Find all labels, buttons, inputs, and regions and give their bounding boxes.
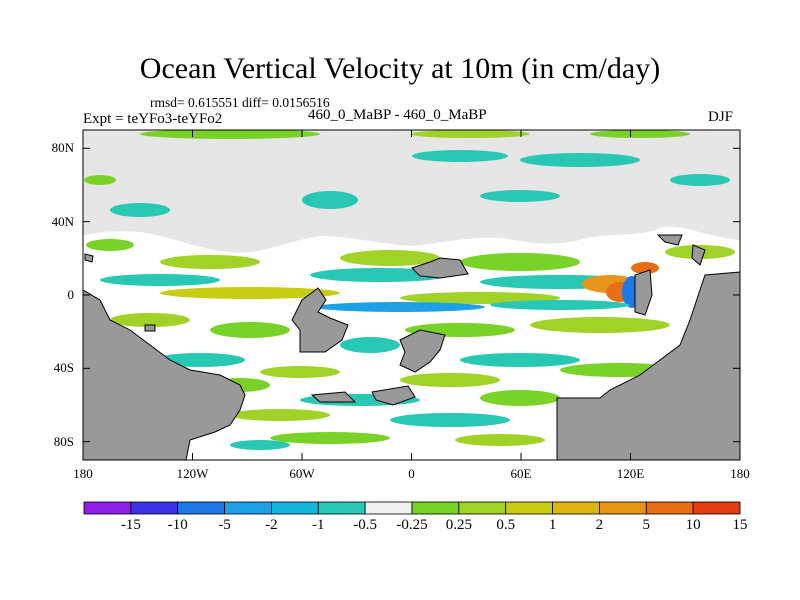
colorbar-label: -0.25: [396, 517, 428, 533]
land-masses: [83, 234, 740, 460]
axis-ticks: [82, 130, 741, 460]
land-north-block: [411, 257, 469, 279]
colorbar-label: -5: [218, 517, 231, 533]
season-label: DJF: [708, 109, 734, 125]
land-america: [83, 289, 246, 460]
land-small-5: [691, 244, 706, 266]
colorbar-label: 1: [548, 517, 557, 533]
land-small-6: [144, 324, 156, 332]
colorbar-swatch: [364, 501, 413, 515]
chart-title: Ocean Vertical Velocity at 10m (in cm/da…: [139, 52, 661, 85]
land-small-1: [310, 391, 357, 403]
colorbar-label: 0.5: [496, 517, 516, 533]
colorbar-label: -10: [167, 517, 188, 533]
stats-line: rmsd= 0.615551 diff= 0.0156516: [150, 95, 330, 110]
land-africa-east: [556, 271, 740, 460]
colorbar-label: 2: [595, 517, 604, 533]
center-label: 460_0_MaBP - 460_0_MaBP: [308, 107, 487, 123]
colorbar-swatch: [552, 501, 600, 515]
experiment-label: Expt = teYFo3-teYFo2: [83, 111, 223, 127]
colorbar-swatch: [271, 501, 319, 515]
lat-label: 0: [67, 287, 75, 302]
colorbar-label: 10: [685, 517, 701, 533]
colorbar-label: -0.5: [353, 517, 378, 533]
lat-label: 80S: [53, 433, 74, 449]
colorbar-label: -15: [120, 517, 141, 533]
lat-label: 40N: [51, 213, 74, 229]
lon-label: 0: [408, 466, 415, 481]
colorbar-label: -2: [265, 517, 278, 533]
land-small-7: [84, 253, 94, 263]
lat-label: 40S: [53, 360, 74, 376]
colorbar-swatch: [599, 501, 647, 515]
colorbar-swatch: [224, 501, 272, 515]
land-small-2: [371, 385, 416, 406]
lat-label: 80N: [51, 140, 74, 156]
lon-label: 60E: [510, 466, 532, 481]
colorbar-swatch: [645, 501, 694, 515]
lon-label: 120E: [616, 466, 645, 481]
colorbar-swatch: [130, 501, 179, 515]
colorbar-label: 5: [642, 517, 651, 533]
lon-label: 180: [73, 466, 93, 481]
colorbar-swatch: [505, 501, 553, 515]
colorbar-swatch: [458, 501, 507, 515]
colorbar-swatch: [317, 501, 366, 515]
land-small-4: [656, 234, 683, 246]
map-area: [83, 130, 740, 460]
colorbar-label: 15: [732, 517, 748, 533]
colorbar-swatch: [177, 501, 225, 515]
lon-label: 60W: [289, 466, 315, 481]
colorbar-swatch: [692, 501, 741, 515]
lon-label: 120W: [176, 466, 209, 481]
colorbar-label: 0.25: [445, 517, 472, 533]
lon-label: 180: [730, 466, 750, 481]
colorbar: [83, 501, 741, 515]
colorbar-swatch: [411, 501, 460, 515]
colorbar-swatch: [83, 501, 132, 515]
land-africa-central: [291, 287, 349, 353]
land-south-island: [399, 329, 446, 373]
land-small-3: [634, 269, 653, 316]
colorbar-label: -1: [312, 517, 325, 533]
